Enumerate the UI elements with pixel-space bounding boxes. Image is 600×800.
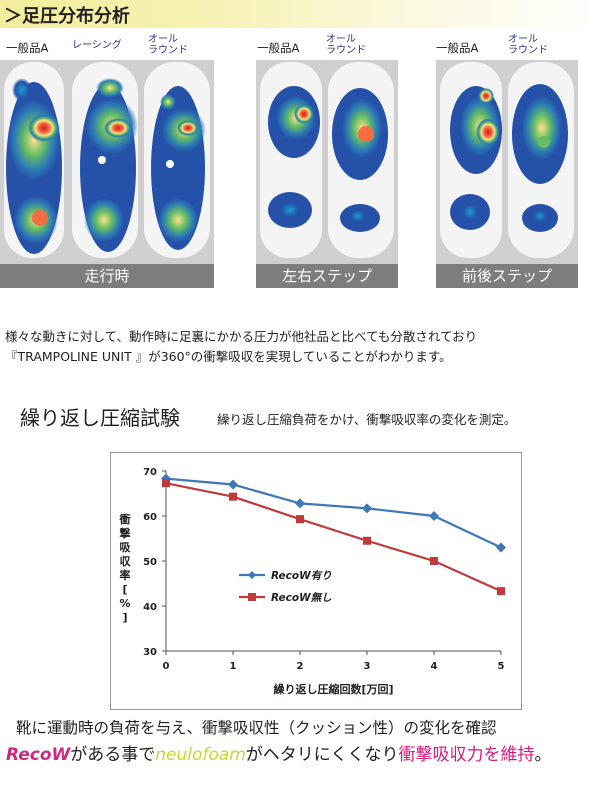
conclusion-line-2: RecoWがある事でneulofoamがヘタリにくくなり衝撃吸収力を維持。 (6, 740, 551, 765)
section-header-band (0, 0, 600, 28)
y-axis-label-char: 撃 (120, 526, 131, 540)
x-axis-label: 繰り返し圧縮回数[万回] (273, 682, 393, 696)
data-point (296, 515, 304, 524)
data-point (497, 587, 505, 596)
footprint-allround (508, 62, 574, 258)
data-point (430, 557, 438, 565)
description-line-2: 『TRAMPOLINE UNIT 』が360°の衝撃吸収を実現していることがわか… (5, 349, 452, 364)
pressure-map-front-back-step (436, 60, 578, 264)
y-axis-label-char: ] (122, 611, 127, 624)
data-point (429, 511, 439, 521)
x-tick-label: 0 (163, 661, 170, 672)
panel3-label-general: 一般品A (436, 41, 479, 55)
caption-front-back-step: 前後ステップ (436, 264, 578, 288)
legend-marker (248, 571, 256, 579)
footprint-general (4, 62, 64, 258)
data-point (229, 492, 237, 501)
y-tick-label: 70 (143, 467, 157, 478)
y-axis-label-char: 率 (120, 568, 131, 582)
pressure-map-side-step (256, 60, 398, 264)
conclusion-text-1: がある事で (70, 745, 156, 765)
footprint-general (260, 62, 322, 258)
y-axis-label-char: 衝 (119, 512, 131, 526)
pressure-map-front-back-step-graphic (440, 62, 574, 258)
footprint-racing (72, 62, 138, 258)
x-tick-label: 4 (431, 661, 438, 672)
conclusion-text-2: がヘタリにくくなり (245, 745, 399, 765)
series-line-1 (165, 482, 502, 593)
pressure-map-running-graphic (4, 62, 210, 258)
x-tick-label: 3 (364, 661, 371, 672)
data-point (496, 542, 506, 553)
line-chart-svg: 30 40 50 60 70 0 1 2 3 4 5 繰り返し圧縮回数[万回] 衝撃吸収率[%] Reco… (119, 467, 506, 696)
brand-recow: RecoW (6, 745, 71, 765)
test-title: 繰り返し圧縮試験 (20, 406, 180, 430)
y-tick-label: 40 (143, 602, 157, 613)
panel1-label-racing: レーシング (72, 40, 122, 51)
pressure-map-side-step-graphic (260, 62, 394, 258)
caption-side-step: 左右ステップ (256, 264, 398, 288)
panel1-label-allround: オール ラウンド (148, 34, 188, 56)
description-line-1: 様々な動きに対して、動作時に足裏にかかる圧力が他社品と比べても分散されており (5, 329, 478, 344)
panel2-label-allround: オール ラウンド (326, 34, 366, 56)
y-tick-label: 60 (143, 512, 157, 523)
y-axis-label-char: [ (122, 583, 127, 596)
x-tick-label: 1 (230, 661, 237, 672)
data-point (162, 479, 170, 488)
x-tick-label: 5 (498, 661, 505, 672)
data-point (362, 503, 372, 514)
panel2-label-general: 一般品A (257, 41, 300, 55)
test-description: 繰り返し圧縮負荷をかけ、衝撃吸収率の変化を測定。 (217, 412, 517, 427)
brand-neulofoam: neulofoam (155, 745, 246, 765)
y-axis-label: 衝撃吸収率[%] (119, 512, 132, 624)
section-title: ＞足圧分布分析 (4, 6, 130, 27)
conclusion-line-1: 靴に運動時の負荷を与え、衝撃吸収性（クッション性）の変化を確認 (16, 719, 497, 737)
panel3-label-allround: オール ラウンド (508, 34, 548, 56)
y-axis-label-char: 収 (120, 555, 132, 568)
y-axis-label-char: % (119, 597, 130, 610)
line-chart: 30 40 50 60 70 0 1 2 3 4 5 繰り返し圧縮回数[万回] 衝撃吸収率[%] Reco… (110, 452, 522, 710)
y-tick-label: 30 (143, 647, 157, 658)
pressure-map-running (0, 60, 214, 264)
legend-marker (248, 593, 256, 601)
conclusion-highlight: 衝撃吸収力を維持 (398, 745, 535, 765)
y-tick-label: 50 (143, 557, 157, 568)
legend-label: RecoW無し (271, 591, 332, 604)
data-point (363, 536, 371, 545)
caption-running: 走行時 (0, 264, 214, 288)
data-point (228, 479, 238, 490)
panel1-label-general: 一般品A (6, 41, 49, 55)
legend-label: RecoW有り (271, 569, 332, 582)
footprint-general (440, 62, 502, 258)
data-point (295, 498, 305, 509)
y-axis-label-char: 吸 (120, 541, 132, 554)
conclusion-end: 。 (534, 745, 552, 765)
x-tick-label: 2 (297, 661, 304, 672)
series-line-0 (165, 477, 502, 549)
footprint-allround (328, 62, 394, 258)
footprint-allround (144, 62, 210, 258)
